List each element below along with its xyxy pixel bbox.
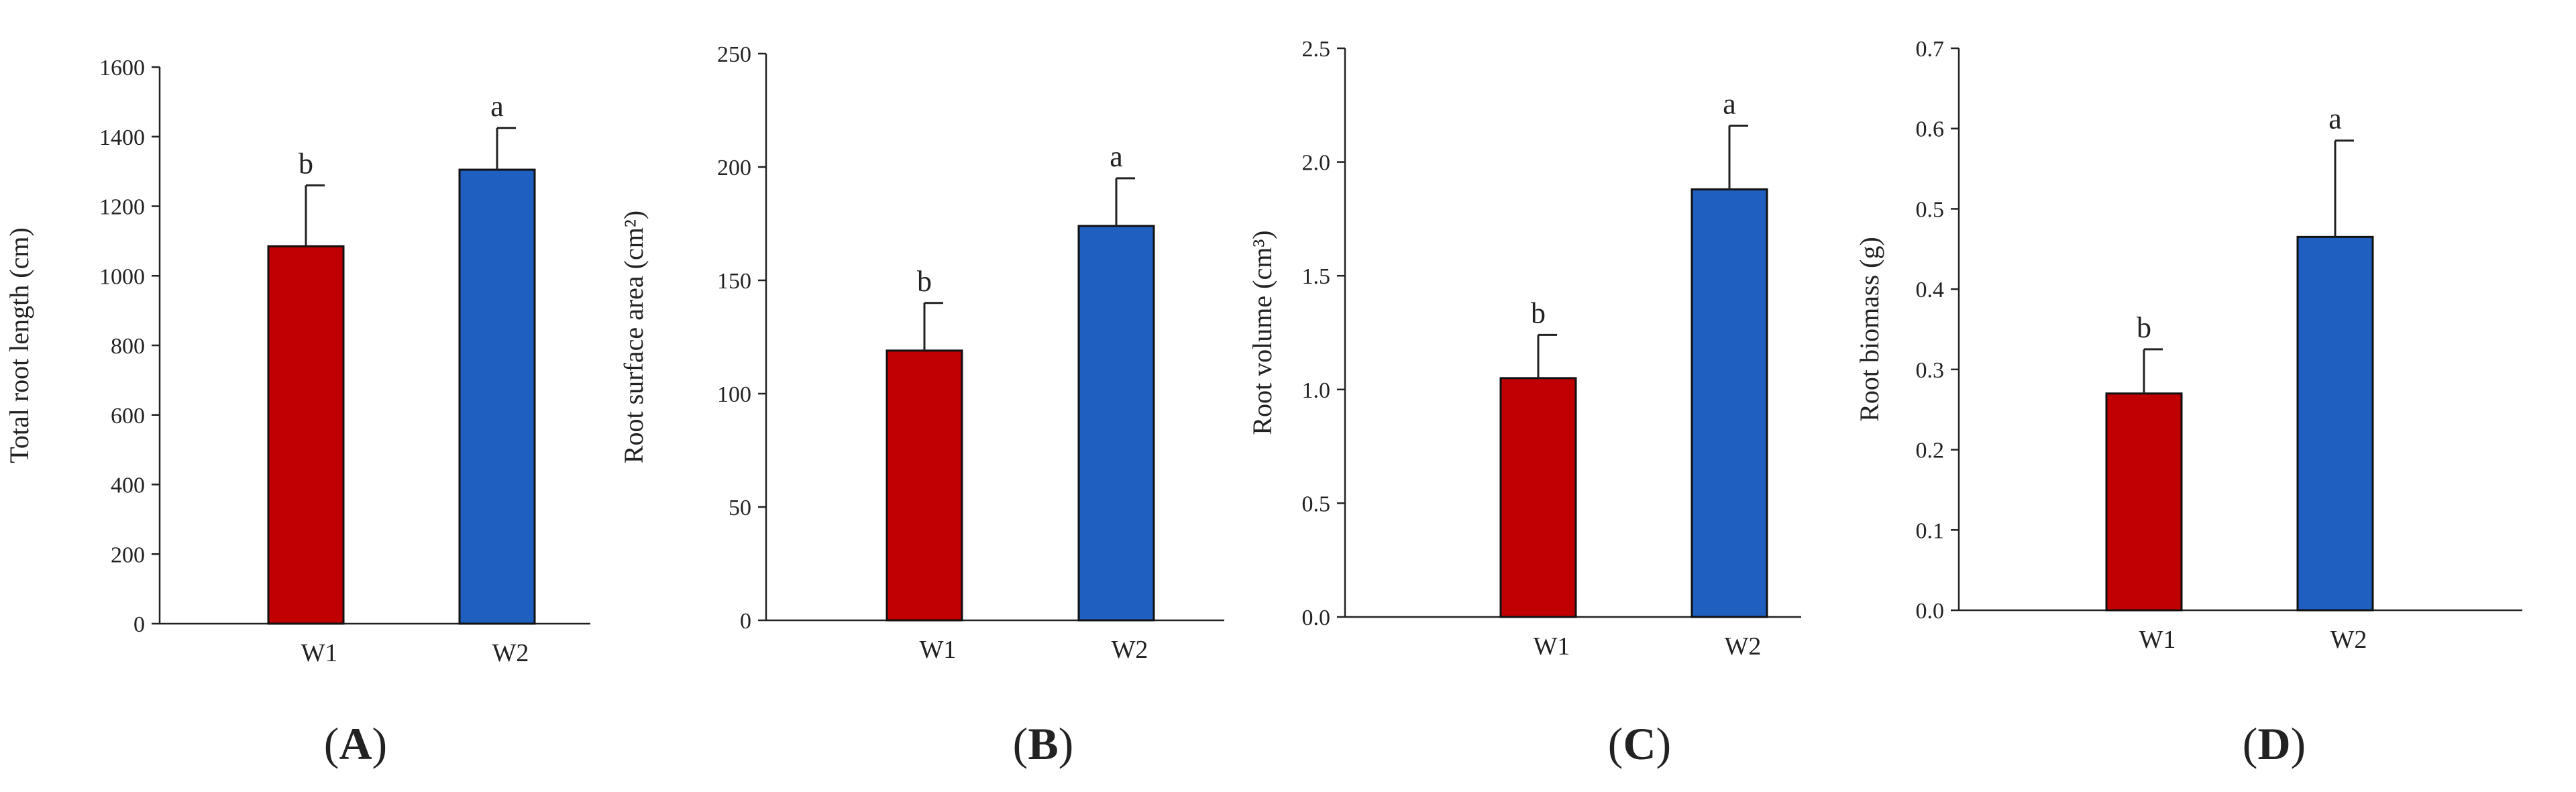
y-tick-label: 400 — [111, 473, 145, 498]
y-tick-label: 1200 — [99, 195, 145, 220]
panel-label-paren-close: ) — [1059, 718, 1074, 769]
bar-w2 — [1077, 225, 1155, 622]
panel-label-paren-open: ( — [324, 718, 339, 769]
y-tick-label: 1400 — [99, 125, 145, 150]
y-tick-label: 0.7 — [1916, 37, 1945, 62]
y-tick-label: 0 — [133, 612, 145, 637]
chart-panel-b: 0 50 100 150 200 250 Root surface area (cm²) b W… — [619, 42, 1224, 769]
bar-w2 — [458, 168, 536, 625]
y-axis-label: Root surface area (cm²) — [619, 211, 649, 463]
bar-w1 — [2105, 392, 2183, 612]
y-tick-label: 0.1 — [1916, 518, 1945, 543]
y-tick-label: 1.0 — [1302, 378, 1331, 403]
bar-w2 — [1690, 188, 1768, 618]
y-tick-label: 250 — [717, 42, 751, 67]
bar-w1 — [267, 245, 345, 625]
significance-label: b — [917, 265, 932, 298]
panel-label: (C) — [1608, 718, 1671, 769]
x-tick-label: W2 — [2330, 626, 2367, 654]
bar-w2 — [2296, 235, 2374, 612]
y-tick-label: 0.5 — [1302, 492, 1331, 516]
y-tick-label: 200 — [717, 156, 751, 180]
y-axis-label: Total root length (cm) — [4, 227, 34, 463]
panel-label-paren-close: ) — [2291, 718, 2306, 769]
significance-label: a — [2328, 103, 2342, 135]
y-tick-label: 0.0 — [1302, 606, 1331, 630]
significance-label: a — [1110, 140, 1123, 173]
y-tick-label: 0.3 — [1916, 358, 1945, 383]
y-tick-label: 0.2 — [1916, 439, 1945, 463]
y-tick-label: 0.6 — [1916, 117, 1945, 142]
y-axis-label: Root volume (cm³) — [1247, 230, 1277, 435]
y-tick-label: 1600 — [99, 56, 145, 80]
panel-label: (D) — [2243, 718, 2306, 769]
chart-panel-d: 0.0 0.1 0.2 0.3 0.4 0.5 0.6 0.7 Root biomass (g)… — [1854, 37, 2522, 769]
y-tick-label: 50 — [729, 496, 751, 520]
panel-label-letter: B — [1028, 718, 1058, 769]
panel-label-paren-close: ) — [1656, 718, 1672, 769]
x-tick-label: W1 — [301, 639, 338, 667]
y-axis-label: Root biomass (g) — [1854, 237, 1884, 422]
y-tick-label: 1000 — [99, 264, 145, 289]
panel-label-paren-open: ( — [2243, 718, 2258, 769]
significance-label: a — [490, 90, 504, 123]
panel-label-letter: A — [339, 718, 372, 769]
significance-label: a — [1723, 87, 1736, 120]
significance-label: b — [2137, 311, 2151, 344]
y-tick-label: 0.0 — [1916, 599, 1945, 624]
panel-label: (A) — [324, 718, 387, 769]
panel-label-letter: C — [1623, 718, 1656, 769]
panel-label-paren-open: ( — [1608, 718, 1623, 769]
bar-w1 — [1499, 377, 1577, 618]
x-tick-label: W1 — [2139, 626, 2176, 654]
x-tick-label: W2 — [492, 639, 529, 667]
x-tick-label: W1 — [920, 636, 957, 664]
y-tick-label: 200 — [111, 543, 145, 567]
panel-label: (B) — [1013, 718, 1074, 769]
y-tick-label: 0.5 — [1916, 197, 1945, 222]
x-tick-label: W1 — [1534, 632, 1570, 661]
y-tick-label: 100 — [717, 382, 751, 407]
y-tick-label: 0.4 — [1916, 278, 1945, 302]
chart-panel-c: 0.0 0.5 1.0 1.5 2.0 2.5 Root volume (cm³) b W1 a W… — [1247, 37, 1801, 769]
significance-label: b — [299, 147, 313, 180]
chart-panel-a: 0 200 400 600 800 1000 1200 1400 1600 Total root … — [4, 56, 590, 769]
bar-w1 — [885, 349, 963, 622]
panel-label-paren-close: ) — [372, 718, 388, 769]
y-tick-label: 800 — [111, 334, 145, 359]
y-tick-label: 0 — [740, 609, 751, 634]
x-tick-label: W2 — [1725, 632, 1762, 661]
y-tick-label: 600 — [111, 404, 145, 429]
significance-label: b — [1531, 296, 1546, 329]
panel-label-letter: D — [2257, 718, 2290, 769]
x-tick-label: W2 — [1112, 636, 1148, 664]
y-tick-label: 1.5 — [1302, 264, 1331, 289]
y-tick-label: 2.0 — [1302, 151, 1331, 176]
y-tick-label: 2.5 — [1302, 37, 1331, 62]
y-tick-label: 150 — [717, 269, 751, 294]
panel-label-paren-open: ( — [1013, 718, 1028, 769]
